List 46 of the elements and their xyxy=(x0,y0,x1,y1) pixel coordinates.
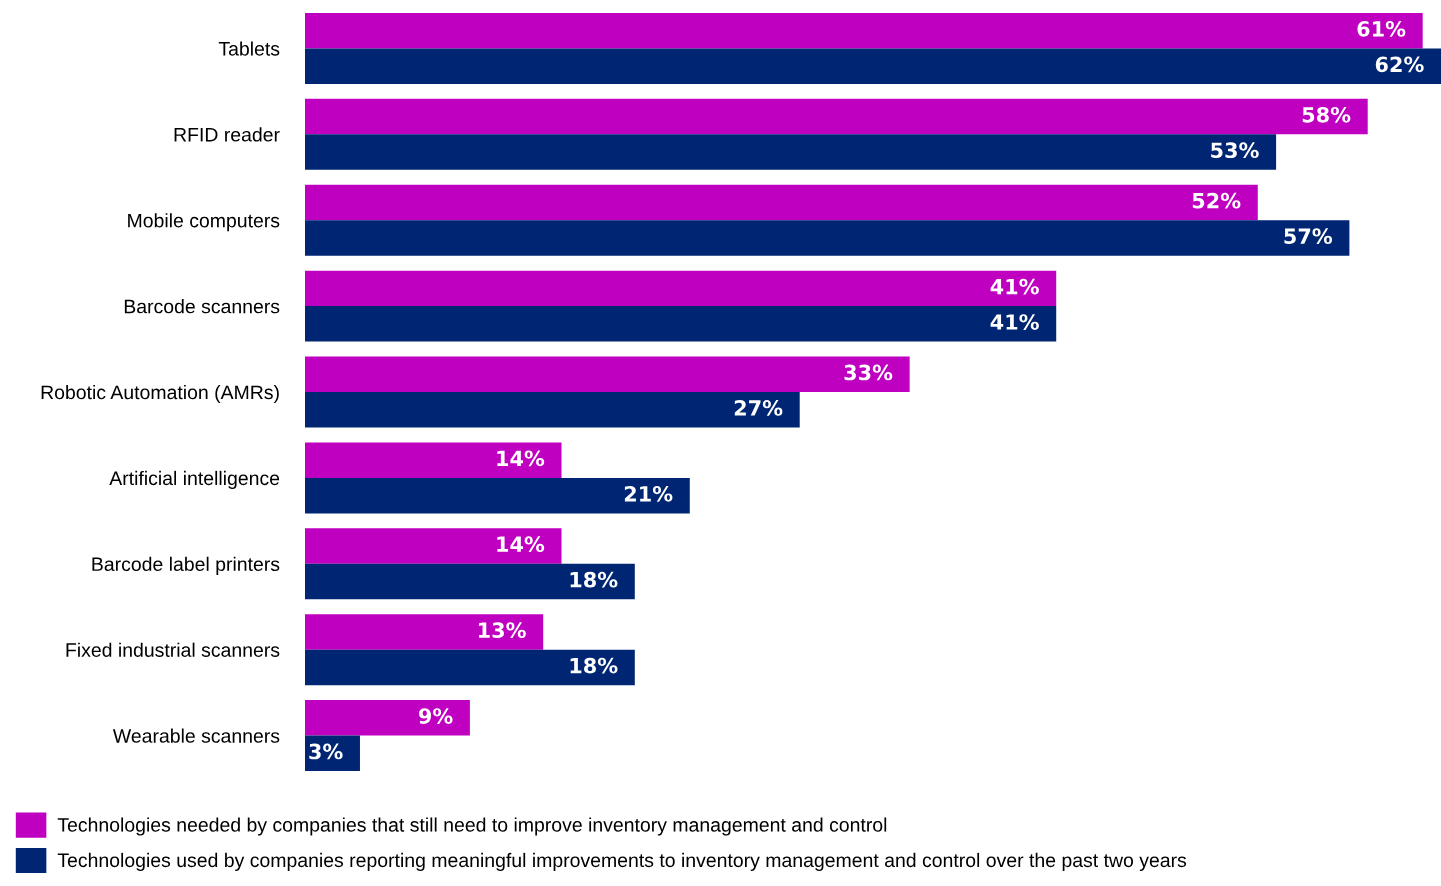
data-label: 62% xyxy=(1375,56,1424,73)
data-label: 3% xyxy=(309,743,343,760)
y-tick-label: Fixed industrial scanners xyxy=(66,642,280,657)
data-label: 41% xyxy=(990,278,1039,295)
y-tick-label: RFID reader xyxy=(174,127,280,142)
data-label: 13% xyxy=(479,622,526,638)
data-label: 14% xyxy=(497,450,545,467)
y-tick-label: Tablets xyxy=(218,41,280,56)
bar xyxy=(305,356,910,393)
bar xyxy=(305,270,1057,307)
legend-label: Technologies used by companies reporting meaningful improvements to inventory management and control over the past two years xyxy=(57,852,1187,871)
y-tick-label: Barcode scanners xyxy=(124,299,280,314)
bar xyxy=(305,477,690,514)
bar xyxy=(305,184,1258,221)
data-label: 58% xyxy=(1302,106,1351,123)
data-label: 53% xyxy=(1211,142,1259,159)
bar xyxy=(305,392,800,428)
bar xyxy=(305,442,562,478)
bar xyxy=(305,98,1368,135)
data-label: 14% xyxy=(497,536,545,553)
bar xyxy=(305,614,544,650)
data-label: 21% xyxy=(624,485,673,502)
data-label: 33% xyxy=(844,364,893,381)
bar xyxy=(305,48,1441,84)
bar xyxy=(305,649,635,686)
data-label: 61% xyxy=(1357,20,1406,37)
y-tick-label: Wearable scanners xyxy=(112,728,280,743)
y-tick-label: Barcode label printers xyxy=(92,556,280,575)
data-label: 41% xyxy=(990,314,1039,330)
data-label: 57% xyxy=(1284,228,1333,245)
bar xyxy=(305,220,1350,256)
bar xyxy=(305,563,635,600)
bar xyxy=(305,700,470,736)
data-label: 9% xyxy=(418,708,453,724)
data-label: 18% xyxy=(570,571,618,588)
data-label: 18% xyxy=(570,657,618,674)
data-label: 52% xyxy=(1192,192,1241,209)
data-label: 27% xyxy=(734,400,783,416)
bar xyxy=(305,306,1057,342)
bar xyxy=(305,528,562,564)
bar xyxy=(305,134,1277,170)
y-tick-label: Robotic Automation (AMRs) xyxy=(41,384,279,404)
y-tick-label: Artificial intelligence xyxy=(109,470,280,489)
bar xyxy=(305,12,1423,49)
legend-label: Technologies needed by companies that still need to improve inventory management and control xyxy=(57,817,887,836)
y-tick-label: Mobile computers xyxy=(128,213,280,232)
